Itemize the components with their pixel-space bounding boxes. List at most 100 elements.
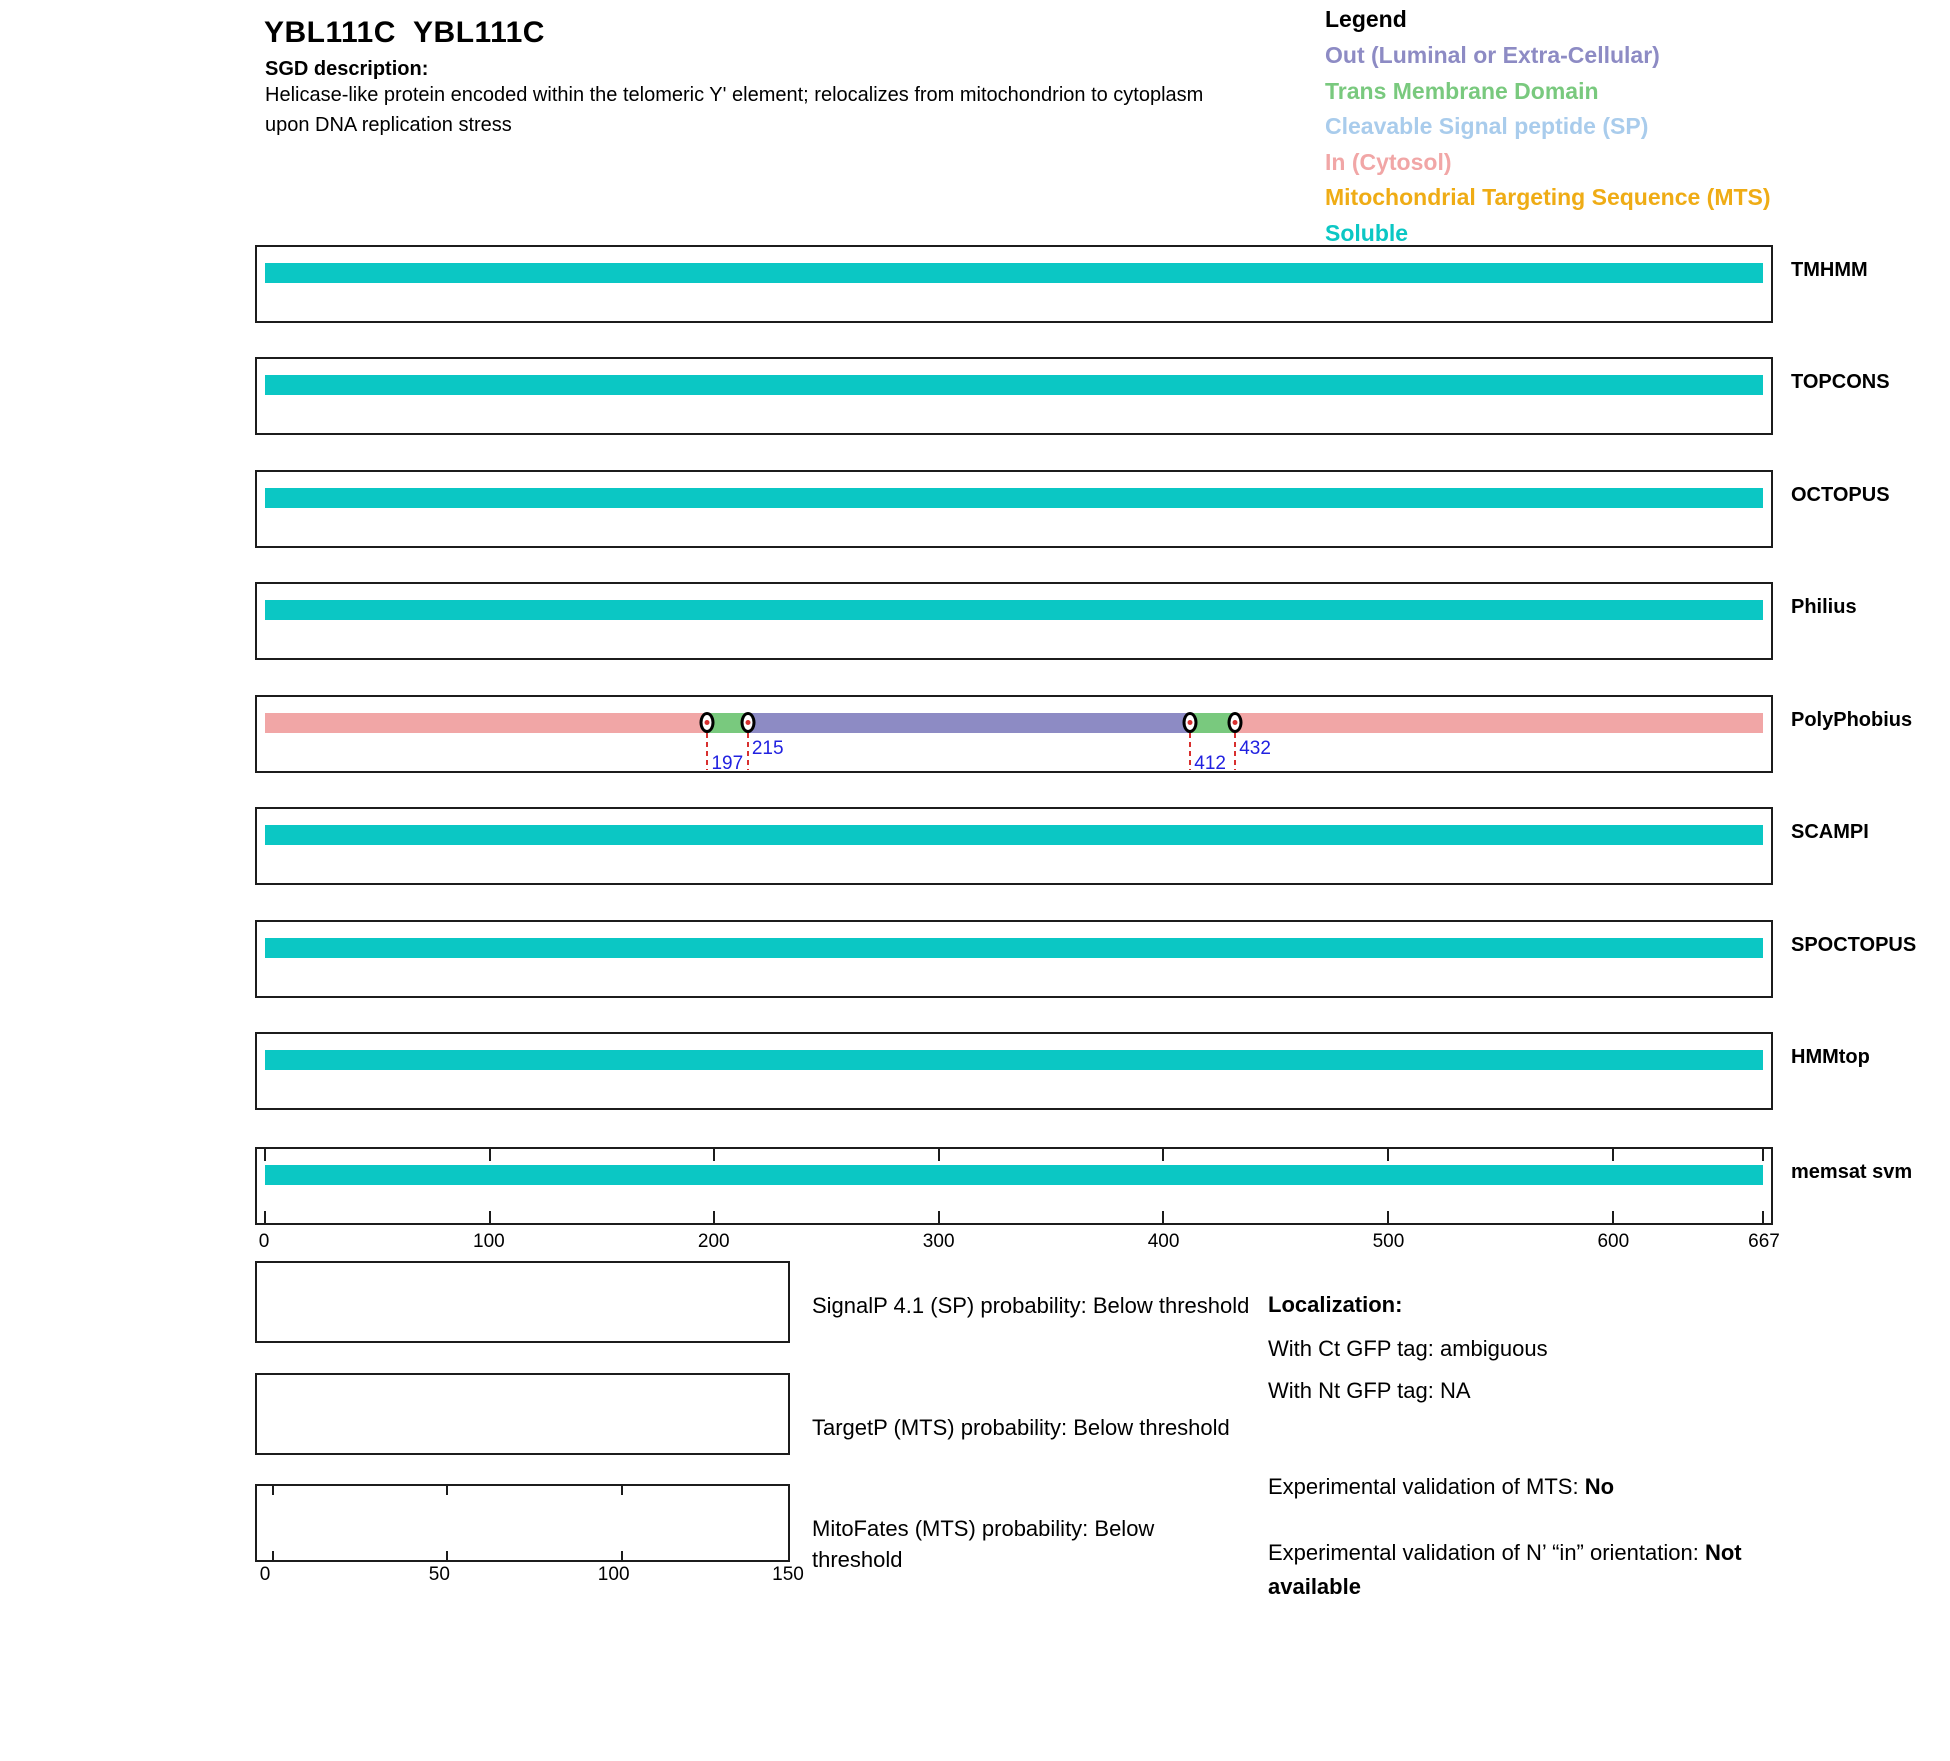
track-label-philius: Philius [1791, 596, 1857, 618]
track-label-spoctopus: SPOCTOPUS [1791, 934, 1917, 956]
axis-tick-bottom [713, 1211, 716, 1223]
segment-soluble [265, 600, 1763, 620]
legend-item-in: In (Cytosol) [1325, 148, 1452, 175]
track-box-tmhmm [255, 245, 1773, 323]
sgd-description-line-2: upon DNA replication stress [265, 114, 512, 136]
segment-soluble [265, 488, 1763, 508]
targetp-plot-label: TargetP (MTS) probability: Below thresho… [812, 1415, 1230, 1440]
axis-tick-bottom [488, 1211, 491, 1223]
residue-axis-label: 667 [1748, 1231, 1780, 1252]
mts-validation-line: Experimental validation of MTS: No [1268, 1470, 1614, 1504]
localization-nt-gfp-line: With Nt GFP tag: NA [1268, 1378, 1471, 1403]
track-box-polyphobius: 197 215 412 432 [255, 695, 1773, 774]
orientation-validation-line: Experimental validation of N’ “in” orien… [1268, 1536, 1816, 1604]
sgd-description-line-1: Helicase-like protein encoded within the… [265, 84, 1204, 106]
track-box-memsat-svm [255, 1147, 1773, 1225]
legend-item-out: Out (Luminal or Extra-Cellular) [1325, 42, 1660, 68]
boundary-position-label: 197 [711, 753, 744, 774]
track-bar-area [265, 809, 1763, 883]
segment-soluble [265, 1050, 1763, 1070]
segment-soluble [265, 1165, 1763, 1185]
track-bar-area [265, 472, 1763, 546]
track-bar-area [265, 584, 1763, 658]
track-box-hmmtop [255, 1032, 1773, 1110]
track-label-tmhmm: TMHMM [1791, 259, 1868, 281]
segment-in [1235, 713, 1763, 733]
legend-item-sp: Cleavable Signal peptide (SP) [1325, 113, 1649, 139]
mitofates-axis-label: 150 [772, 1564, 804, 1585]
mitofates-tick-top [620, 1486, 623, 1495]
boundary-position-label: 215 [751, 738, 784, 759]
track-label-memsat-svm: memsat svm [1791, 1161, 1913, 1183]
mts-validation-prefix: Experimental validation of MTS: [1268, 1474, 1585, 1499]
orientation-validation-value: Not available [1268, 1540, 1742, 1599]
segment-out [747, 713, 1191, 733]
mitofates-plot-label: MitoFates (MTS) probability: Below thres… [812, 1516, 1155, 1572]
page-title: YBL111C YBL111C [264, 16, 545, 49]
axis-tick-bottom [937, 1211, 940, 1223]
boundary-position-label: 432 [1239, 738, 1271, 759]
track-box-topcons [255, 357, 1773, 435]
segment-tm [707, 713, 748, 733]
axis-tick-top [264, 1149, 266, 1161]
topology-boundary-marker [1227, 712, 1243, 733]
track-bar-area [265, 1034, 1763, 1108]
track-bar-area: 197 215 412 432 [265, 697, 1763, 774]
mitofates-plot-box [255, 1484, 790, 1562]
track-bar-area [265, 359, 1763, 433]
residue-axis-label: 300 [922, 1231, 955, 1252]
track-bar-area [265, 922, 1763, 996]
mts-validation-value: No [1584, 1474, 1615, 1499]
axis-tick-top [1611, 1149, 1614, 1161]
axis-tick-top [488, 1149, 491, 1161]
residue-axis-label: 200 [697, 1231, 730, 1252]
track-label-octopus: OCTOPUS [1791, 484, 1890, 506]
topology-boundary-marker [1182, 712, 1198, 733]
orientation-validation-prefix: Experimental validation of N’ “in” orien… [1268, 1540, 1705, 1565]
track-label-topcons: TOPCONS [1791, 371, 1890, 393]
mitofates-tick-bottom [620, 1551, 623, 1560]
marker-center-dot [704, 720, 710, 725]
signalp-plot-label: SignalP 4.1 (SP) probability: Below thre… [812, 1293, 1250, 1318]
residue-axis-label: 500 [1372, 1231, 1405, 1252]
legend-item-mts: Mitochondrial Targeting Sequence (MTS) [1325, 184, 1771, 210]
track-box-scampi [255, 807, 1773, 885]
localization-heading: Localization: [1268, 1292, 1403, 1317]
boundary-dashed-line [1189, 733, 1192, 770]
signalp-plot-box [255, 1261, 790, 1343]
residue-axis-label: 100 [473, 1231, 505, 1252]
mitofates-tick-bottom [272, 1551, 274, 1560]
legend-title: Legend [1325, 6, 1407, 32]
axis-tick-bottom [1386, 1211, 1389, 1223]
topology-boundary-marker [740, 712, 756, 733]
track-label-hmmtop: HMMtop [1791, 1046, 1870, 1068]
mitofates-axis-label: 50 [428, 1564, 450, 1585]
topology-boundary-marker [699, 712, 715, 733]
marker-center-dot [745, 720, 751, 725]
track-box-philius [255, 582, 1773, 660]
axis-tick-bottom [1611, 1211, 1614, 1223]
track-box-spoctopus [255, 920, 1773, 998]
boundary-position-label: 412 [1194, 753, 1226, 774]
axis-tick-top [937, 1149, 940, 1161]
track-bar-area [264, 1149, 1764, 1223]
residue-axis-label: 400 [1147, 1231, 1180, 1252]
residue-axis-label: 600 [1597, 1231, 1630, 1252]
axis-tick-bottom [1162, 1211, 1165, 1223]
boundary-dashed-line [1234, 733, 1237, 770]
axis-tick-top [713, 1149, 716, 1161]
marker-center-dot [1232, 720, 1238, 725]
track-label-scampi: SCAMPI [1791, 821, 1869, 843]
axis-tick-top [1162, 1149, 1165, 1161]
track-box-octopus [255, 470, 1773, 548]
segment-soluble [265, 375, 1763, 395]
segment-soluble [265, 263, 1763, 283]
segment-soluble [265, 938, 1763, 958]
segment-soluble [265, 825, 1763, 845]
axis-tick-top [1762, 1149, 1764, 1161]
boundary-dashed-line [746, 733, 749, 770]
marker-center-dot [1187, 720, 1193, 725]
boundary-dashed-line [706, 733, 709, 770]
axis-tick-bottom [1762, 1211, 1764, 1223]
